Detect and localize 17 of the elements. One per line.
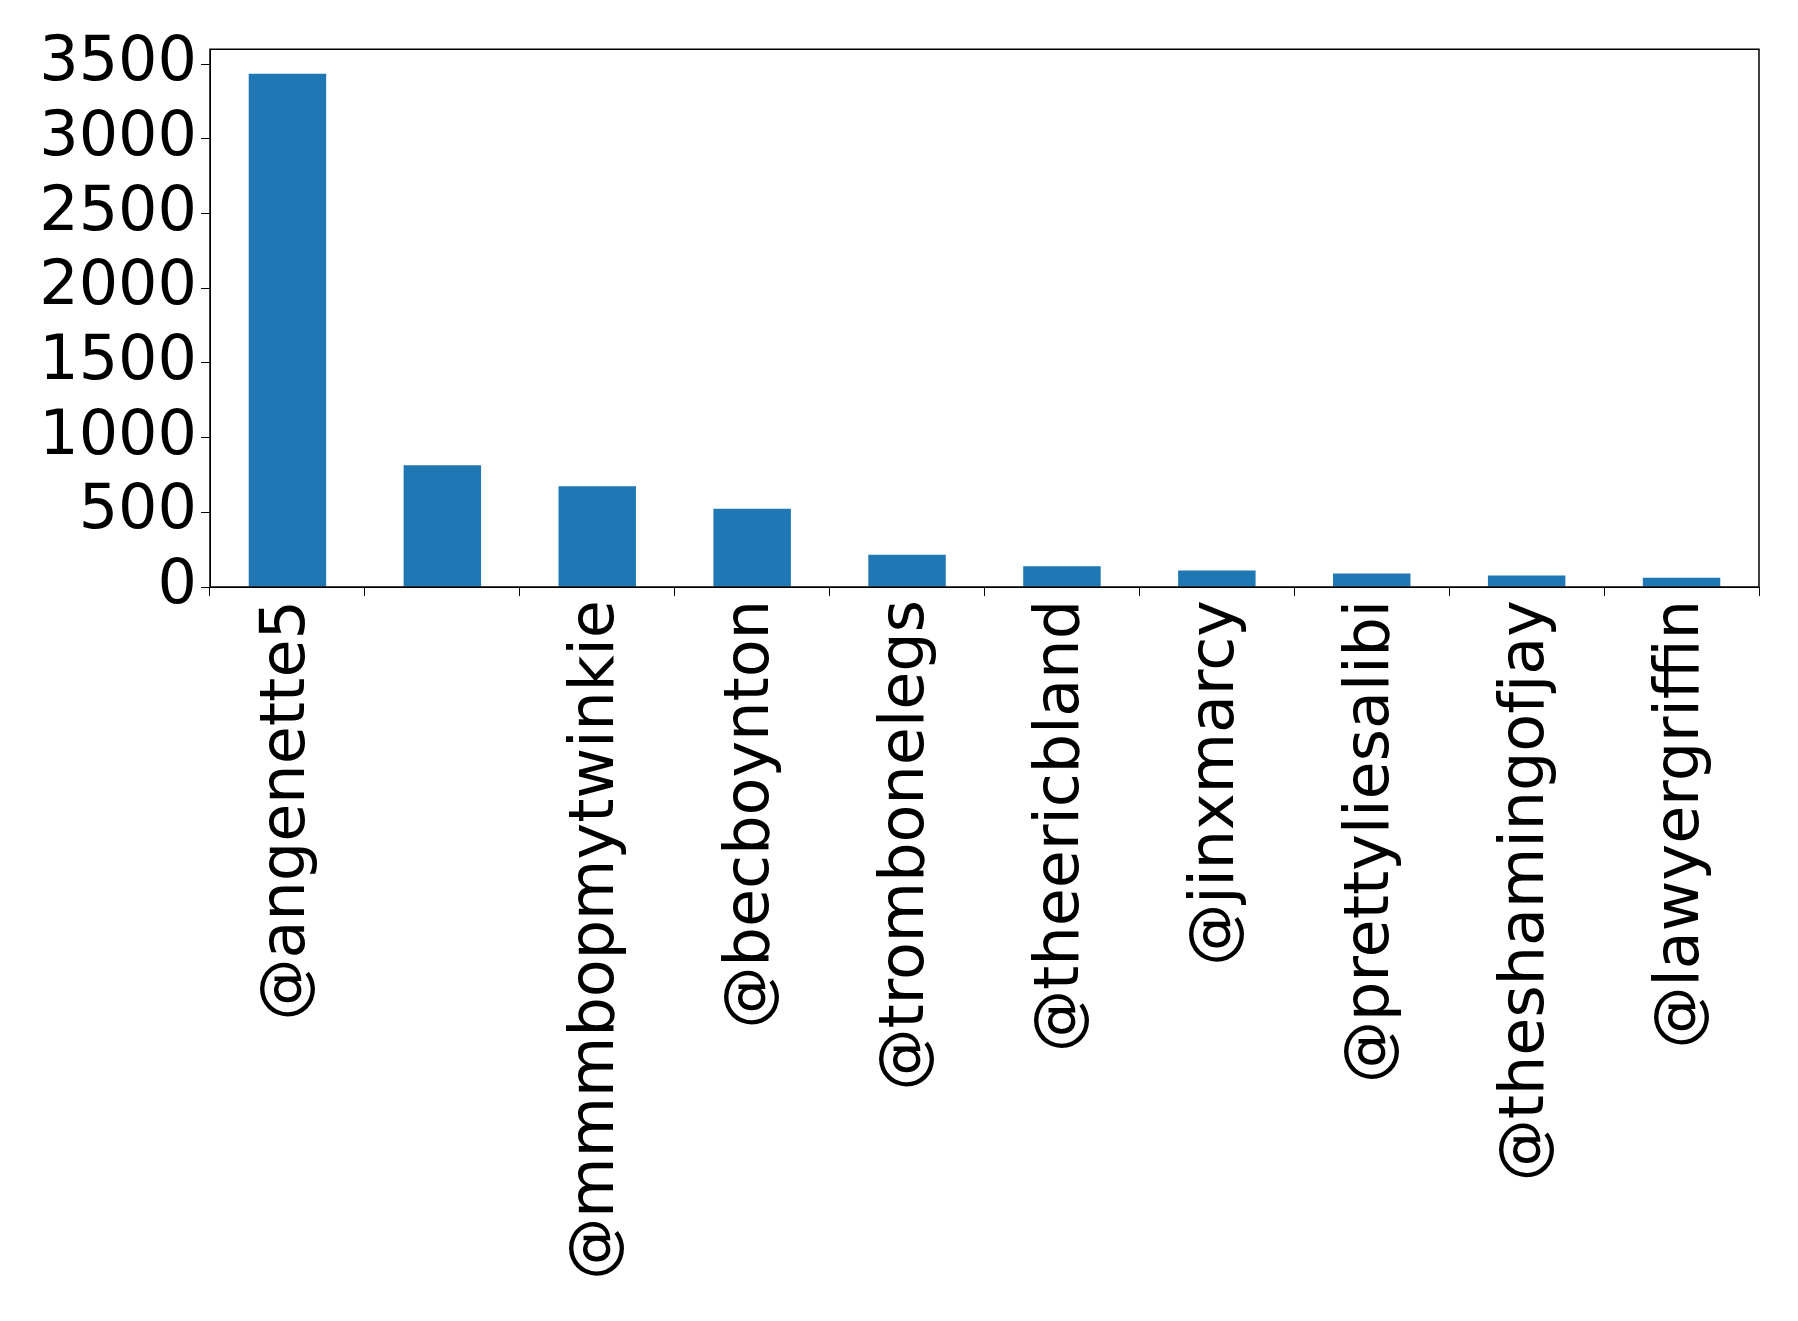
x-tick-label: @lawyergriffin [1639, 600, 1713, 1049]
x-tick-label: @theericbland [1020, 600, 1094, 1052]
y-tick-label: 1000 [39, 395, 197, 469]
y-tick-label: 2500 [39, 171, 197, 245]
x-tick-label: @trombonelegs [865, 600, 939, 1091]
x-tick-label: @mmmbopmytwinkie [555, 600, 629, 1280]
x-tick-label: @becboynton [710, 600, 784, 1029]
x-tick-label: @angenette5 [245, 600, 319, 1021]
y-tick-label: 1500 [39, 321, 197, 395]
x-tick-label: @jinxmarcy [1174, 600, 1248, 966]
y-tick-label: 500 [78, 470, 197, 544]
y-tick-label: 0 [157, 545, 197, 619]
y-tick-label: 3500 [39, 22, 197, 96]
x-tick-label: @theshamingofjay [1484, 600, 1558, 1182]
x-tick-label: @prettyliesalibi [1329, 600, 1403, 1083]
y-tick-label: 2000 [39, 246, 197, 320]
y-tick-label: 3000 [39, 96, 197, 170]
